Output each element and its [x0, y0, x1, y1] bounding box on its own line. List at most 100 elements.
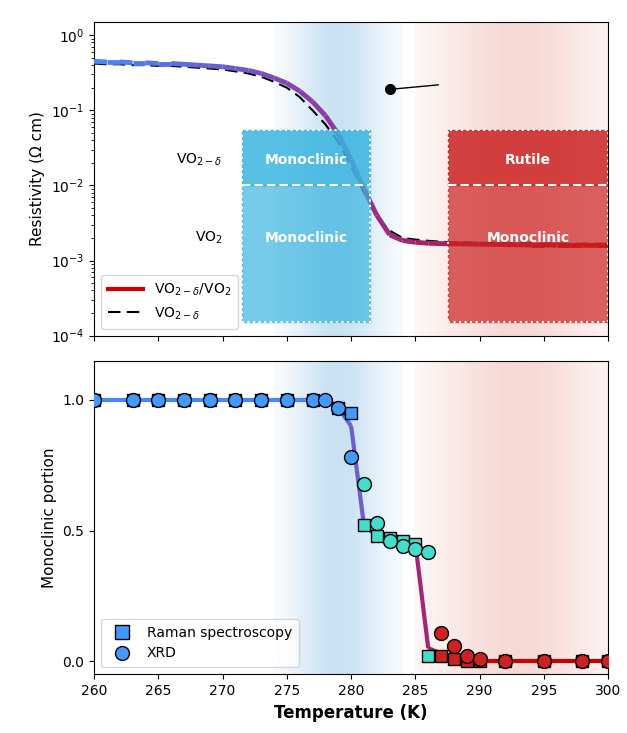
Bar	[491, 22, 494, 336]
Bar	[379, 361, 382, 674]
Bar	[594, 361, 597, 674]
Bar	[330, 361, 333, 674]
Bar	[477, 22, 480, 336]
Bar	[284, 361, 287, 674]
Bar	[310, 361, 313, 674]
Bar	[328, 22, 330, 336]
Bar	[448, 130, 608, 185]
Bar	[456, 22, 460, 336]
Bar	[484, 22, 487, 336]
Bar	[604, 361, 608, 674]
Bar	[559, 361, 563, 674]
Bar	[339, 361, 341, 674]
Bar	[505, 22, 508, 336]
Bar	[498, 22, 501, 336]
Bar	[573, 22, 576, 336]
Bar	[330, 22, 333, 336]
Bar	[374, 22, 377, 336]
Bar	[422, 22, 426, 336]
Bar	[545, 361, 549, 674]
Bar	[556, 361, 559, 674]
Bar	[346, 22, 349, 336]
Bar	[608, 361, 611, 674]
Bar	[580, 22, 583, 336]
Bar	[522, 361, 525, 674]
Bar	[287, 22, 290, 336]
Bar	[614, 22, 618, 336]
Bar	[242, 130, 371, 185]
Bar	[341, 22, 344, 336]
Bar	[545, 22, 549, 336]
Bar	[426, 361, 429, 674]
Bar	[614, 361, 618, 674]
Bar	[448, 185, 608, 323]
Bar	[532, 361, 535, 674]
Bar	[393, 22, 395, 336]
Bar	[539, 361, 542, 674]
Bar	[372, 361, 374, 674]
Bar	[587, 22, 590, 336]
Bar	[484, 361, 487, 674]
Bar	[576, 22, 580, 336]
Bar	[242, 185, 371, 323]
Bar	[460, 22, 463, 336]
Bar	[274, 22, 277, 336]
Bar	[446, 22, 450, 336]
Bar	[539, 22, 542, 336]
Bar	[387, 22, 390, 336]
Bar	[359, 22, 361, 336]
Bar	[576, 361, 580, 674]
Bar	[618, 361, 621, 674]
Bar	[364, 22, 367, 336]
Bar	[328, 361, 330, 674]
Bar	[453, 22, 456, 336]
Bar	[552, 361, 556, 674]
Bar	[470, 22, 473, 336]
Bar	[583, 22, 587, 336]
Bar	[339, 22, 341, 336]
X-axis label: Temperature (K): Temperature (K)	[275, 704, 428, 721]
Bar	[320, 22, 323, 336]
Bar	[611, 361, 614, 674]
Bar	[297, 361, 300, 674]
Bar	[354, 361, 356, 674]
Bar	[590, 361, 594, 674]
Bar	[282, 361, 284, 674]
Bar	[305, 22, 307, 336]
Bar	[618, 22, 621, 336]
Bar	[307, 22, 310, 336]
Bar	[323, 22, 325, 336]
Bar	[426, 22, 429, 336]
Bar	[382, 361, 384, 674]
Bar	[374, 361, 377, 674]
Bar	[284, 22, 287, 336]
Bar	[512, 361, 515, 674]
Bar	[456, 361, 460, 674]
Bar	[515, 22, 519, 336]
Bar	[282, 22, 284, 336]
Bar	[532, 22, 535, 336]
Bar	[594, 22, 597, 336]
Bar	[367, 22, 369, 336]
Bar	[519, 22, 522, 336]
Bar	[379, 22, 382, 336]
Bar	[570, 22, 573, 336]
Bar	[525, 22, 529, 336]
Bar	[398, 361, 400, 674]
Bar	[384, 361, 387, 674]
Bar	[361, 361, 364, 674]
Bar	[356, 361, 359, 674]
Text: Rutile: Rutile	[505, 152, 551, 166]
Bar	[384, 22, 387, 336]
Bar	[494, 22, 498, 336]
Bar	[529, 361, 532, 674]
Bar	[295, 361, 297, 674]
Bar	[583, 361, 587, 674]
Bar	[400, 22, 403, 336]
Bar	[290, 361, 292, 674]
Bar	[351, 22, 354, 336]
Bar	[429, 361, 433, 674]
Bar	[344, 22, 346, 336]
Text: VO$_2$: VO$_2$	[195, 229, 223, 246]
Bar	[519, 361, 522, 674]
